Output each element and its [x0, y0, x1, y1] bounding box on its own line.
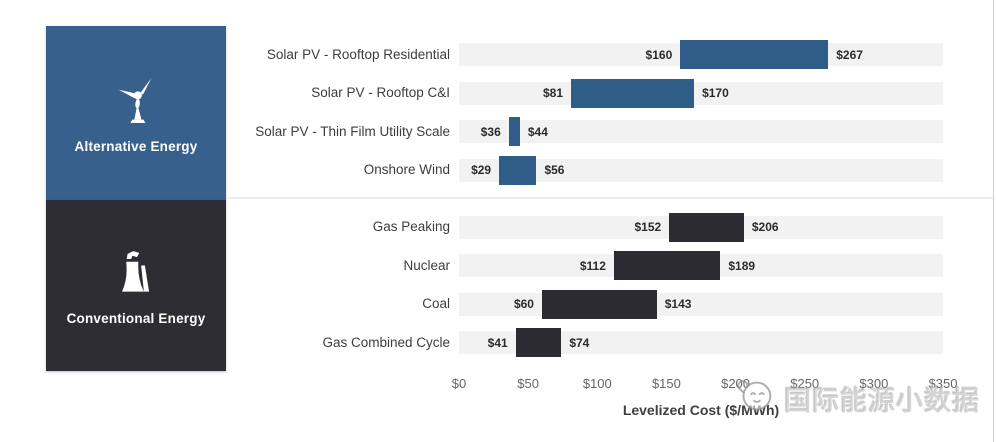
value-label-max: $170: [702, 86, 729, 100]
row-label: Nuclear: [403, 257, 450, 273]
value-label-min: $112: [579, 258, 606, 273]
value-label-max: $189: [728, 258, 756, 273]
x-tick-label: $50: [517, 376, 539, 391]
value-label-max: $74: [569, 335, 590, 350]
x-tick-label: $250: [790, 376, 820, 391]
range-bar: [613, 251, 721, 280]
row-label: Solar PV - Rooftop C&I: [311, 85, 450, 100]
range-bar: [499, 155, 537, 185]
value-label-min: $152: [634, 220, 662, 234]
row-label: Onshore Wind: [363, 162, 450, 177]
value-label-max: $44: [527, 124, 548, 139]
x-tick-label: $200: [721, 376, 751, 391]
value-label-max: $267: [836, 47, 863, 62]
sidebar-group-conventional-energy: Conventional Energy: [46, 200, 226, 371]
row-label: Solar PV - Rooftop Residential: [266, 46, 450, 62]
sidebar-group-alternative-energy: Alternative Energy: [46, 26, 226, 200]
value-label-min: $29: [471, 163, 492, 177]
x-tick-label: $0: [451, 376, 467, 391]
sidebar-group-label: Alternative Energy: [74, 138, 198, 154]
value-label-min: $41: [487, 335, 508, 350]
power-plant-icon: [108, 245, 164, 301]
range-bar: [680, 40, 829, 69]
section-divider: [226, 197, 993, 199]
range-bar: [541, 289, 657, 319]
value-label-min: $60: [513, 297, 534, 311]
row-label: Coal: [422, 296, 450, 311]
sidebar-group-label: Conventional Energy: [66, 311, 206, 326]
bar-track: [459, 331, 943, 354]
wind-turbine-icon: [108, 73, 164, 129]
value-label-min: $81: [542, 86, 563, 100]
value-label-max: $56: [544, 163, 565, 177]
value-label-min: $36: [480, 124, 501, 139]
x-tick-label: $150: [651, 376, 681, 391]
page-right-edge: [993, 0, 994, 442]
row-label: Solar PV - Thin Film Utility Scale: [255, 123, 450, 139]
range-bar: [669, 212, 744, 242]
x-tick-label: $300: [859, 376, 889, 391]
x-tick-label: $100: [582, 376, 612, 391]
x-tick-label: $350: [928, 376, 958, 391]
row-label: Gas Peaking: [372, 219, 450, 234]
row-label: Gas Combined Cycle: [322, 334, 450, 350]
value-label-max: $206: [751, 220, 779, 234]
range-bar: [571, 78, 695, 108]
value-label-max: $143: [664, 297, 692, 311]
value-label-min: $160: [645, 47, 673, 62]
bar-track: [459, 120, 943, 143]
range-bar: [515, 328, 562, 357]
x-axis-title: Levelized Cost ($/MWh): [622, 402, 780, 418]
bar-track: [459, 158, 943, 182]
range-bar: [508, 117, 520, 146]
